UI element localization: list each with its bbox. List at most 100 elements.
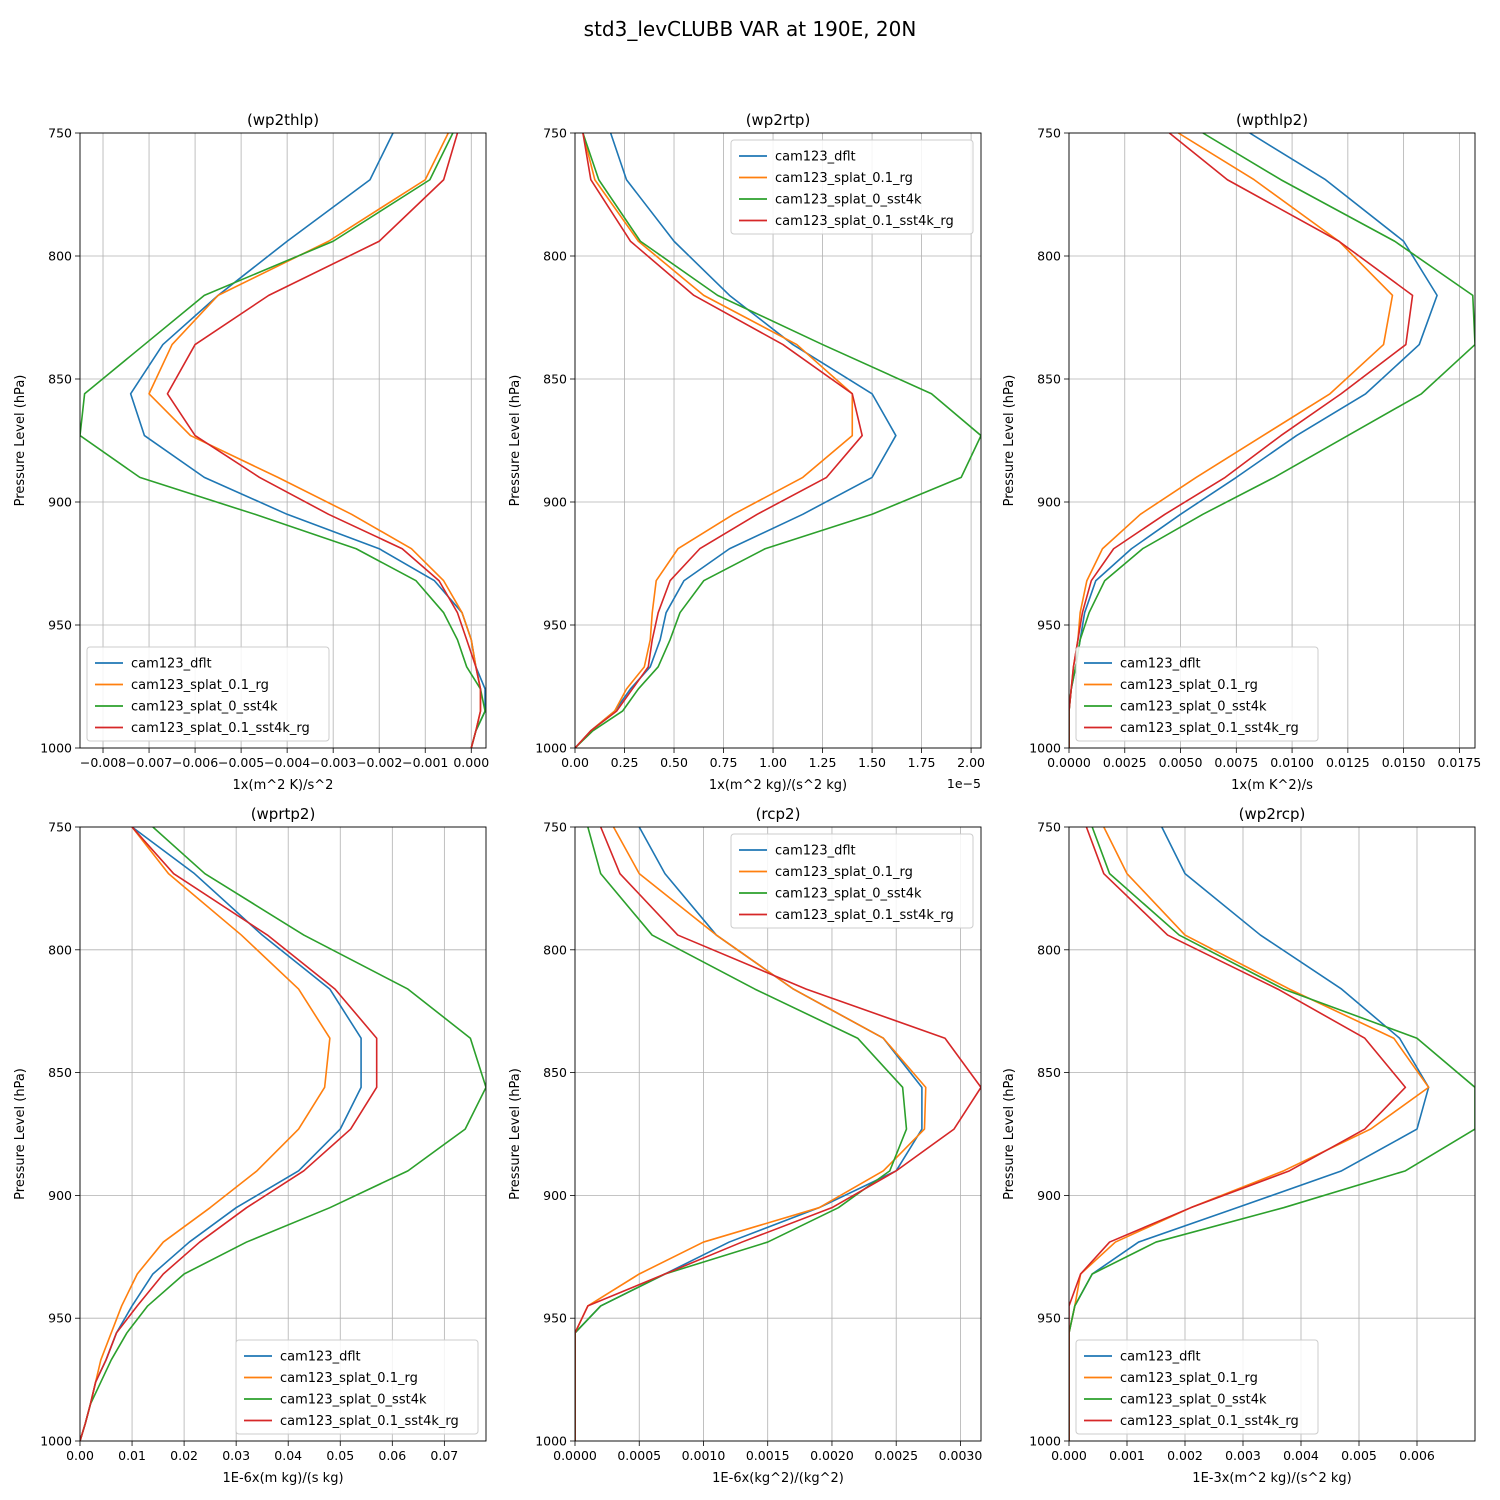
x-tick-label: 0.005: [1341, 1448, 1377, 1463]
x-tick-label: 0.02: [170, 1448, 198, 1463]
series-group: [80, 827, 486, 1441]
x-tick-label: 0.0000: [1047, 755, 1091, 770]
x-axis-label: 1E-6x(m kg)/(s kg): [222, 1471, 343, 1486]
legend: cam123_dflt cam123_splat_0.1_rg cam123_spl…: [730, 139, 974, 235]
y-tick-label: 750: [543, 126, 567, 141]
panel-2: 0.00 0.25 0.50 0.75 1.00 1.25 1.50 1.75 2.00 750 8…: [508, 111, 985, 793]
panel-title: (wp2rcp): [1239, 805, 1306, 823]
series-line-cam123_splat_0_sst4k: [80, 827, 486, 1441]
legend-label: cam123_splat_0.1_rg: [280, 1371, 418, 1386]
series-line-cam123_splat_0.1_rg: [575, 827, 927, 1441]
series-line-cam123_splat_0.1_sst4k_rg: [80, 827, 378, 1441]
legend-label: cam123_splat_0.1_rg: [775, 171, 913, 186]
x-tick-label: 0.03: [222, 1448, 250, 1463]
y-tick-label: 950: [543, 1311, 567, 1326]
x-offset-text: 1e−5: [947, 776, 981, 791]
x-tick-label: −0.002: [356, 755, 402, 770]
x-tick-label: 0.0015: [746, 1448, 790, 1463]
figure-title: std3_levCLUBB VAR at 190E, 20N: [584, 17, 917, 41]
x-tick-label: 0.0000: [553, 1448, 597, 1463]
x-tick-label: −0.001: [402, 755, 448, 770]
x-tick-label: 0.0175: [1438, 755, 1482, 770]
x-tick-label: 0.0125: [1326, 755, 1370, 770]
y-tick-label: 900: [1037, 495, 1061, 510]
x-tick-label: 2.00: [957, 755, 985, 770]
legend: cam123_dflt cam123_splat_0.1_rg cam123_spl…: [730, 833, 974, 929]
y-tick-label: 750: [48, 126, 72, 141]
panel-4: 0.00 0.01 0.02 0.03 0.04 0.05 0.06 0.07 750 800 85…: [13, 805, 487, 1486]
x-axis-label: 1x(m K^2)/s: [1231, 778, 1313, 793]
x-tick-label: 0.000: [453, 755, 489, 770]
legend-label: cam123_splat_0.1_sst4k_rg: [775, 214, 954, 229]
legend-box: [730, 833, 974, 929]
y-tick-label: 1000: [535, 741, 567, 756]
x-tick-label: 1.50: [858, 755, 886, 770]
y-axis-label: Pressure Level (hPa): [13, 375, 28, 507]
y-tick-label: 800: [543, 942, 567, 957]
legend-label: cam123_splat_0_sst4k: [280, 1393, 427, 1408]
legend-label: cam123_splat_0.1_rg: [1120, 678, 1258, 693]
axes-frame: [79, 132, 487, 749]
y-tick-label: 900: [543, 495, 567, 510]
series-line-cam123_splat_0.1_sst4k_rg: [1069, 133, 1414, 748]
x-tick-label: 0.0010: [682, 1448, 726, 1463]
axes-frame: [1068, 826, 1476, 1442]
legend-box: [235, 1339, 479, 1435]
x-tick-label: 0.00: [66, 1448, 94, 1463]
series-group: [1069, 133, 1475, 748]
series-line-cam123_splat_0.1_sst4k_rg: [575, 133, 863, 748]
x-tick-label: 0.003: [1225, 1448, 1261, 1463]
legend-label: cam123_dflt: [280, 1350, 361, 1365]
y-tick-label: 750: [1037, 820, 1061, 835]
series-line-cam123_splat_0.1_sst4k_rg: [575, 827, 981, 1441]
legend-label: cam123_splat_0.1_sst4k_rg: [131, 721, 310, 736]
x-tick-label: 0.07: [430, 1448, 458, 1463]
series-line-cam123_splat_0_sst4k: [575, 827, 908, 1441]
y-axis-label: Pressure Level (hPa): [1002, 1068, 1017, 1200]
legend-label: cam123_splat_0_sst4k: [1120, 1393, 1267, 1408]
series-group: [80, 133, 486, 748]
x-tick-label: 0.0025: [1103, 755, 1147, 770]
series-line-cam123_splat_0.1_rg: [575, 133, 854, 748]
y-tick-label: 950: [48, 1311, 72, 1326]
x-axis-label: 1E-3x(m^2 kg)/(s^2 kg): [1192, 1471, 1351, 1486]
y-tick-label: 800: [48, 942, 72, 957]
legend: cam123_dflt cam123_splat_0.1_rg cam123_spl…: [86, 646, 330, 742]
x-tick-label: 0.0020: [810, 1448, 854, 1463]
legend-label: cam123_dflt: [775, 844, 856, 859]
y-tick-label: 1000: [535, 1434, 567, 1449]
legend-label: cam123_splat_0_sst4k: [1120, 700, 1267, 715]
panel-grid: −0.008 −0.007 −0.006 −0.005 −0.004 −0.003 −0.0…: [13, 111, 1481, 1486]
series-line-cam123_splat_0.1_sst4k_rg: [1069, 827, 1407, 1441]
x-tick-label: 0.01: [118, 1448, 146, 1463]
panel-title: (wpthlp2): [1236, 111, 1308, 129]
series-line-cam123_splat_0_sst4k: [1069, 827, 1475, 1441]
y-tick-label: 900: [543, 1188, 567, 1203]
y-tick-label: 850: [48, 372, 72, 387]
legend-label: cam123_dflt: [775, 150, 856, 165]
y-tick-label: 900: [48, 1188, 72, 1203]
x-tick-label: −0.006: [172, 755, 218, 770]
series-group: [575, 827, 981, 1441]
y-tick-label: 950: [543, 618, 567, 633]
axes-frame: [574, 826, 982, 1442]
legend-label: cam123_splat_0.1_rg: [1120, 1371, 1258, 1386]
series-group: [575, 133, 981, 748]
x-tick-label: 1.00: [759, 755, 787, 770]
legend-label: cam123_dflt: [1120, 657, 1201, 672]
x-tick-label: 0.04: [274, 1448, 302, 1463]
y-axis-label: Pressure Level (hPa): [508, 1068, 523, 1200]
x-tick-label: 0.001: [1109, 1448, 1145, 1463]
x-tick-label: 0.0025: [874, 1448, 918, 1463]
series-group: [1069, 827, 1475, 1441]
axes-frame: [574, 132, 982, 749]
x-tick-label: 0.002: [1167, 1448, 1203, 1463]
series-line-cam123_dflt: [1069, 827, 1430, 1441]
x-tick-label: 0.0030: [939, 1448, 983, 1463]
y-tick-label: 1000: [1029, 1434, 1061, 1449]
x-axis-label: 1x(m^2 K)/s^2: [233, 778, 334, 793]
series-line-cam123_dflt: [129, 133, 486, 748]
y-tick-label: 800: [543, 249, 567, 264]
y-axis-label: Pressure Level (hPa): [13, 1068, 28, 1200]
